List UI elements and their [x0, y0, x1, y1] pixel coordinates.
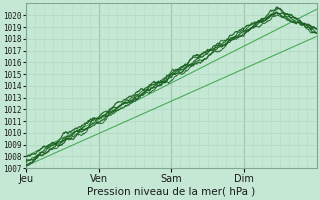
X-axis label: Pression niveau de la mer( hPa ): Pression niveau de la mer( hPa ) — [87, 187, 255, 197]
